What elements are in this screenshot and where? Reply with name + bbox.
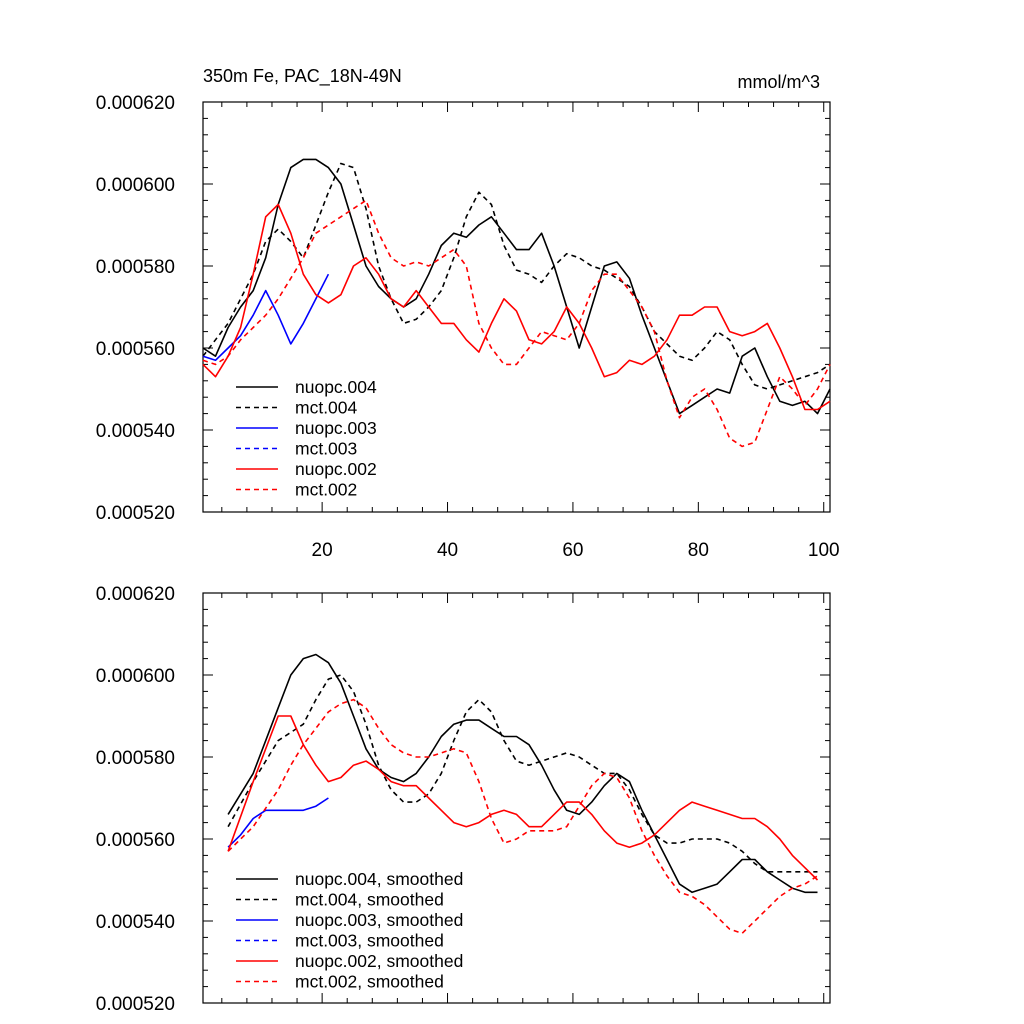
legend-label: mct.003 — [295, 439, 357, 459]
series-line-nuopc-002 — [202, 203, 831, 411]
y-tick-label: 0.000520 — [96, 994, 175, 1015]
series-line-nuopc-004 — [202, 158, 831, 415]
x-tick-label: 40 — [437, 540, 458, 561]
y-tick-label: 0.000620 — [96, 93, 175, 114]
series-line-mct-002 — [202, 199, 831, 448]
series-line-nuopc-003 — [202, 273, 330, 362]
legend-label: mct.004 — [295, 398, 358, 418]
chart-title: 350m Fe, PAC_18N-49N — [203, 66, 402, 87]
y-tick-label: 0.000620 — [96, 584, 175, 605]
legend-label: mct.003, smoothed — [295, 931, 444, 951]
legend-label: nuopc.002, smoothed — [295, 951, 463, 971]
plot-frame — [202, 101, 831, 513]
series-line-nuopc-002-smoothed — [227, 715, 819, 881]
plot-frame — [202, 592, 831, 1004]
y-tick-label: 0.000600 — [96, 175, 175, 196]
y-tick-label: 0.000560 — [96, 830, 175, 851]
x-tick-label: 60 — [562, 540, 583, 561]
y-tick-label: 0.000580 — [96, 257, 175, 278]
series-line-mct-002-smoothed — [227, 698, 818, 935]
series-line-mct-004 — [202, 162, 831, 390]
legend-label: mct.004, smoothed — [295, 890, 444, 910]
y-tick-label: 0.000540 — [96, 912, 175, 933]
y-tick-label: 0.000600 — [96, 666, 175, 687]
legend-label: nuopc.002 — [295, 459, 377, 479]
units-label: mmol/m^3 — [738, 72, 820, 92]
x-tick-label: 20 — [312, 540, 333, 561]
series-line-nuopc-003-smoothed — [227, 797, 329, 848]
series-line-mct-004-smoothed — [227, 674, 818, 873]
legend-label: nuopc.004, smoothed — [295, 869, 463, 889]
x-tick-label: 80 — [688, 540, 709, 561]
legend-label: nuopc.003 — [295, 418, 377, 438]
chart-panel-1: 0.000520 0.000540 0.000560 0.000580 0.000600… — [96, 66, 840, 561]
y-tick-label: 0.000520 — [96, 503, 175, 524]
y-tick-label: 0.000540 — [96, 421, 175, 442]
legend-label: mct.002 — [295, 480, 357, 500]
legend-label: mct.002, smoothed — [295, 972, 444, 992]
legend-label: nuopc.004 — [295, 377, 377, 397]
series-line-nuopc-004-smoothed — [227, 653, 818, 894]
y-tick-label: 0.000560 — [96, 339, 175, 360]
y-tick-label: 0.000580 — [96, 748, 175, 769]
legend-label: nuopc.003, smoothed — [295, 910, 463, 930]
chart-panel-2: 0.000520 0.000540 0.000560 0.000580 0.000600… — [96, 584, 831, 1015]
x-tick-label: 100 — [808, 540, 840, 561]
